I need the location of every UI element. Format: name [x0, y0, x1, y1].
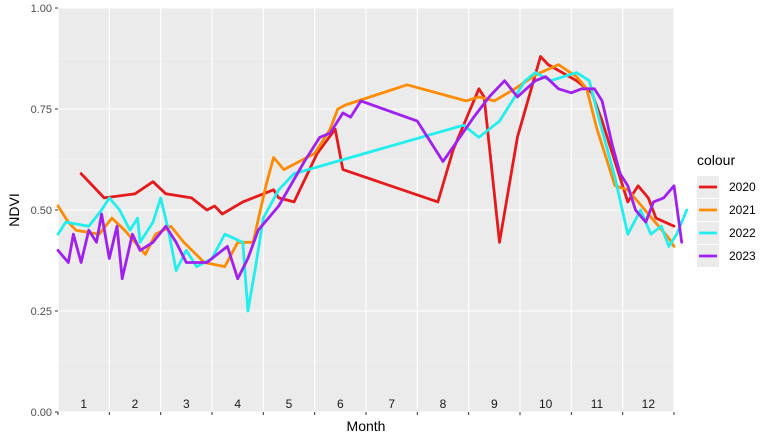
month-label: 8	[440, 397, 447, 411]
month-label: 3	[183, 397, 190, 411]
y-axis: 0.00 0.25 0.50 0.75 1.00	[31, 3, 58, 419]
y-tick-label: 0.25	[31, 306, 52, 318]
month-label: 2	[132, 397, 139, 411]
month-label: 12	[642, 397, 656, 411]
y-tick-label: 1.00	[31, 3, 52, 15]
legend-title: colour	[697, 152, 735, 168]
legend-label-2022: 2022	[729, 226, 756, 240]
month-label: 6	[337, 397, 344, 411]
legend-label-2020: 2020	[729, 180, 756, 194]
y-tick-label: 0.50	[31, 205, 52, 217]
x-axis-title: Month	[347, 418, 386, 434]
series-line-2023	[56, 75, 684, 281]
series-line-2022	[56, 71, 689, 313]
month-label: 7	[388, 397, 395, 411]
month-label: 4	[234, 397, 241, 411]
legend-label-2021: 2021	[729, 203, 756, 217]
legend: colour 2020 2021 2022 2023	[697, 152, 756, 267]
month-label: 1	[80, 397, 87, 411]
y-tick-label: 0.00	[31, 407, 52, 419]
month-label: 11	[591, 397, 604, 411]
x-axis: 1 2 3 4 5 6 7 8 9 10 11 12	[57, 397, 675, 415]
y-axis-title: NDVI	[6, 193, 22, 226]
series-lines	[56, 55, 689, 313]
y-tick-label: 0.75	[31, 104, 52, 116]
month-label: 9	[491, 397, 498, 411]
series-line-2020	[79, 55, 676, 244]
month-label: 5	[286, 397, 293, 411]
month-label: 10	[539, 397, 553, 411]
legend-label-2023: 2023	[729, 249, 756, 263]
